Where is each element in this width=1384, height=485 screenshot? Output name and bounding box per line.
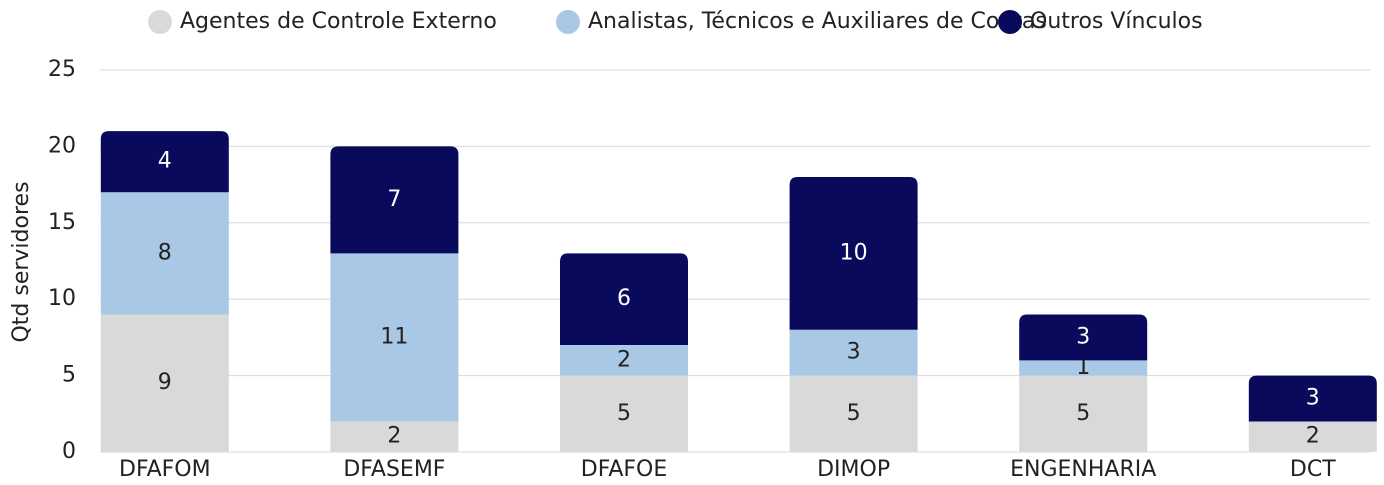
- data-label: 3: [847, 340, 861, 365]
- x-tick-label: DIMOP: [817, 457, 890, 482]
- bar-segment: [100, 131, 229, 193]
- y-tick-label: 10: [48, 286, 76, 311]
- x-tick-label: DFASEMF: [343, 457, 445, 482]
- x-tick-label: ENGENHARIA: [1010, 457, 1156, 482]
- data-label: 3: [1306, 386, 1320, 411]
- y-tick-label: 5: [62, 363, 76, 388]
- legend-label: Outros Vínculos: [1030, 9, 1203, 34]
- bar-segment: [330, 146, 459, 254]
- data-label: 7: [387, 187, 401, 212]
- data-label: 8: [158, 240, 172, 265]
- data-label: 2: [1306, 424, 1320, 449]
- y-tick-label: 20: [48, 133, 76, 158]
- legend-label: Agentes de Controle Externo: [180, 9, 497, 34]
- y-tick-label: 15: [48, 210, 76, 235]
- bar-segment: [560, 253, 688, 346]
- data-label: 9: [158, 370, 172, 395]
- legend-swatch: [148, 10, 172, 34]
- bar-segment: [1248, 421, 1377, 452]
- data-label: 4: [158, 149, 172, 174]
- bar-segment: [560, 345, 688, 376]
- bar-segment: [1019, 314, 1148, 361]
- data-label: 5: [847, 401, 861, 426]
- bar-segment: [789, 329, 918, 376]
- bar-segment: [100, 314, 229, 452]
- legend-label: Analistas, Técnicos e Auxiliares de Cont…: [588, 9, 1047, 34]
- data-label: 11: [380, 324, 408, 349]
- data-label: 3: [1076, 324, 1090, 349]
- data-label: 2: [387, 424, 401, 449]
- y-tick-label: 25: [48, 57, 76, 82]
- bar-segment: [330, 253, 459, 422]
- bar-segment: [1248, 375, 1377, 422]
- legend-swatch: [998, 10, 1022, 34]
- bar-segment: [1019, 360, 1148, 376]
- bar-segment: [789, 176, 918, 330]
- bar-segment: [1019, 375, 1148, 452]
- y-tick-label: 0: [62, 439, 76, 464]
- data-label: 5: [617, 401, 631, 426]
- data-label: 10: [840, 240, 868, 265]
- bar-segment: [330, 421, 459, 452]
- bar-segment: [789, 375, 918, 452]
- x-tick-label: DFAFOE: [581, 457, 668, 482]
- legend-swatch: [556, 10, 580, 34]
- bar-segment: [100, 192, 229, 315]
- data-label: 1: [1076, 355, 1090, 380]
- data-label: 5: [1076, 401, 1090, 426]
- y-axis-label: Qtd servidores: [9, 181, 34, 342]
- data-label: 2: [617, 347, 631, 372]
- x-tick-label: DFAFOM: [119, 457, 211, 482]
- bar-segment: [560, 375, 688, 452]
- data-label: 6: [617, 286, 631, 311]
- x-tick-label: DCT: [1290, 457, 1336, 482]
